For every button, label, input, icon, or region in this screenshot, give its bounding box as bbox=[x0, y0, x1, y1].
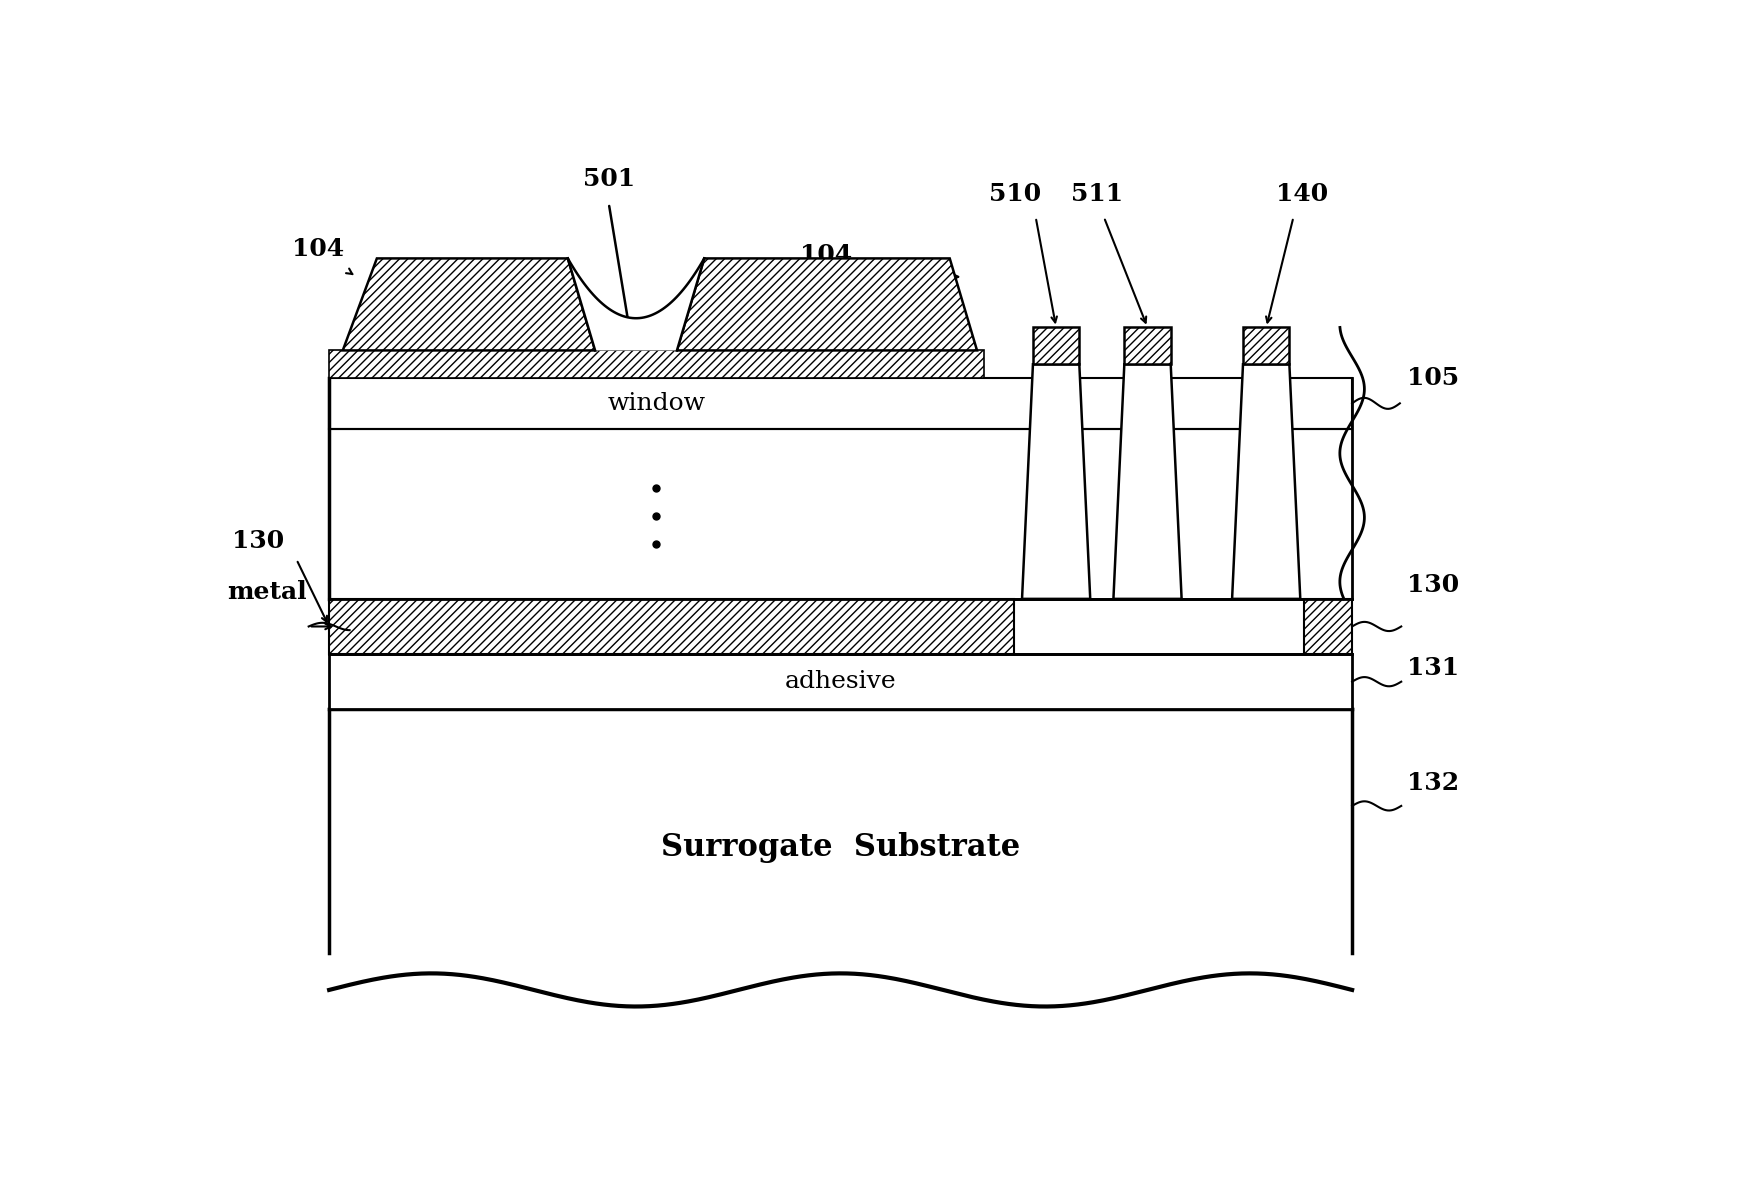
Bar bbox=[329, 599, 1014, 654]
Text: 104: 104 bbox=[292, 237, 345, 262]
Bar bbox=[329, 378, 1352, 429]
Text: window: window bbox=[607, 392, 706, 415]
Bar bbox=[329, 378, 1352, 599]
Polygon shape bbox=[1114, 364, 1181, 599]
Text: 131: 131 bbox=[1406, 656, 1459, 680]
Polygon shape bbox=[1125, 327, 1170, 364]
Text: 130: 130 bbox=[1406, 574, 1459, 598]
Text: 501: 501 bbox=[583, 167, 635, 191]
Polygon shape bbox=[1243, 327, 1290, 364]
Text: Surrogate  Substrate: Surrogate Substrate bbox=[662, 832, 1021, 863]
Text: 104: 104 bbox=[799, 243, 852, 266]
Bar bbox=[1304, 599, 1352, 654]
Polygon shape bbox=[678, 258, 977, 350]
Bar bbox=[329, 654, 1352, 710]
Bar bbox=[1014, 599, 1304, 654]
Bar bbox=[329, 350, 984, 378]
Polygon shape bbox=[568, 258, 704, 350]
Polygon shape bbox=[343, 258, 595, 350]
Text: 130: 130 bbox=[232, 529, 285, 553]
Text: adhesive: adhesive bbox=[785, 670, 896, 693]
Text: 105: 105 bbox=[1406, 366, 1459, 390]
Text: 132: 132 bbox=[1406, 771, 1459, 795]
Text: 510: 510 bbox=[989, 182, 1042, 206]
Polygon shape bbox=[1232, 364, 1301, 599]
Text: metal: metal bbox=[227, 581, 306, 605]
Text: 140: 140 bbox=[1276, 182, 1327, 206]
Polygon shape bbox=[1023, 364, 1089, 599]
Polygon shape bbox=[1033, 327, 1079, 364]
Text: 511: 511 bbox=[1072, 182, 1123, 206]
